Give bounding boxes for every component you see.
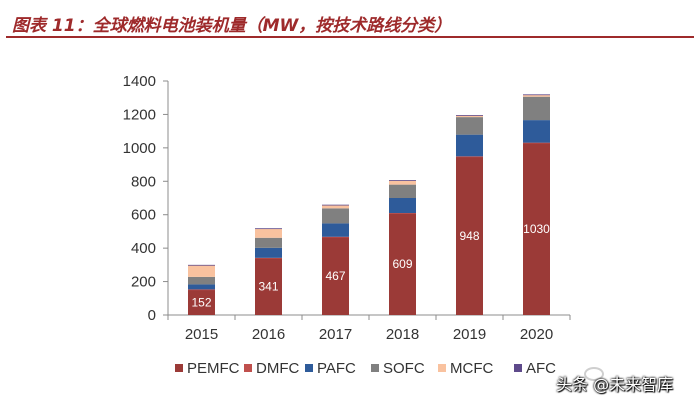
bars: 152 341 467 609 948 1030 <box>188 94 550 315</box>
legend-swatch-pafc <box>305 364 313 372</box>
bar-pafc-2016 <box>255 247 282 258</box>
caption-title: 图表 11：全球燃料电池装机量（MW，按技术路线分类） <box>12 16 452 36</box>
legend-label-mcfc: MCFC <box>450 360 493 377</box>
x-tick-labels: 2015 2016 2017 2018 2019 2020 <box>185 326 553 343</box>
x-tick-label: 2019 <box>453 326 486 343</box>
bar-sofc-2020 <box>523 96 550 121</box>
bar-pemfc-2016 <box>255 258 282 315</box>
data-label-pemfc-2015: 152 <box>191 295 211 309</box>
y-tick-label: 200 <box>131 274 156 291</box>
bar-pafc-2017 <box>322 223 349 237</box>
y-tick-label: 1400 <box>123 73 156 90</box>
bar-pemfc-2017 <box>322 236 349 315</box>
bar-afc-2019 <box>456 115 483 116</box>
legend-swatch-afc <box>514 364 522 372</box>
y-tick-label: 400 <box>131 240 156 257</box>
data-label-pemfc-2019: 948 <box>459 229 479 243</box>
bar-dmfc-2015 <box>188 289 215 291</box>
bar-mcfc-2019 <box>456 115 483 118</box>
bar-pafc-2019 <box>456 134 483 157</box>
legend-label-pemfc: PEMFC <box>187 360 240 377</box>
bar-sofc-2019 <box>456 117 483 135</box>
bar-mcfc-2015 <box>188 265 215 277</box>
legend-swatch-sofc <box>371 364 379 372</box>
bar-mcfc-2020 <box>523 94 550 97</box>
y-tick-label: 0 <box>148 307 156 324</box>
bar-sofc-2018 <box>389 184 416 198</box>
legend-label-dmfc: DMFC <box>256 360 299 377</box>
bar-pemfc-2015 <box>188 289 215 315</box>
bar-pemfc-2019 <box>456 156 483 315</box>
bar-sofc-2017 <box>322 208 349 224</box>
watermark-logo-icon <box>584 367 604 381</box>
bar-pafc-2020 <box>523 120 550 143</box>
bar-afc-2016 <box>255 228 282 230</box>
legend: PEMFC DMFC PAFC SOFC MCFC AFC <box>175 360 556 377</box>
x-tick-label: 2020 <box>520 326 553 343</box>
bar-pafc-2015 <box>188 284 215 290</box>
bar-afc-2017 <box>322 204 349 206</box>
legend-swatch-dmfc <box>244 364 252 372</box>
data-label-pemfc-2018: 609 <box>392 257 412 271</box>
bar-sofc-2015 <box>188 276 215 285</box>
bar-mcfc-2016 <box>255 228 282 238</box>
bar-dmfc-2019 <box>456 156 483 158</box>
x-tick-label: 2016 <box>252 326 285 343</box>
bar-dmfc-2018 <box>389 213 416 214</box>
x-tick-label: 2018 <box>386 326 419 343</box>
data-label-pemfc-2017: 467 <box>325 269 345 283</box>
legend-swatch-pemfc <box>175 364 183 372</box>
bar-afc-2015 <box>188 264 215 266</box>
legend-label-afc: AFC <box>526 360 556 377</box>
x-tick-label: 2015 <box>185 326 218 343</box>
legend-label-sofc: SOFC <box>383 360 425 377</box>
y-tick-label: 800 <box>131 173 156 190</box>
y-tick-label: 1200 <box>123 106 156 123</box>
bar-pemfc-2020 <box>523 142 550 315</box>
legend-swatch-mcfc <box>438 364 446 372</box>
bar-mcfc-2017 <box>322 205 349 209</box>
y-tick-label: 600 <box>131 207 156 224</box>
bar-sofc-2016 <box>255 237 282 248</box>
bar-mcfc-2018 <box>389 180 416 185</box>
bar-afc-2018 <box>389 180 416 181</box>
data-label-pemfc-2020: 1030 <box>523 222 550 236</box>
bar-dmfc-2020 <box>523 142 550 144</box>
watermark: 头条 @未来智库 <box>556 375 674 394</box>
data-label-pemfc-2016: 341 <box>258 280 278 294</box>
legend-label-pafc: PAFC <box>317 360 356 377</box>
figure-caption: 图表 11：全球燃料电池装机量（MW，按技术路线分类） <box>6 4 694 38</box>
bar-pemfc-2018 <box>389 213 416 315</box>
axes: 0 200 400 600 800 1000 1200 1400 <box>123 73 571 324</box>
y-tick-label: 1000 <box>123 140 156 157</box>
bar-afc-2020 <box>523 94 550 96</box>
bar-dmfc-2017 <box>322 236 349 238</box>
x-tick-label: 2017 <box>319 326 352 343</box>
bar-dmfc-2016 <box>255 257 282 259</box>
bar-pafc-2018 <box>389 198 416 214</box>
